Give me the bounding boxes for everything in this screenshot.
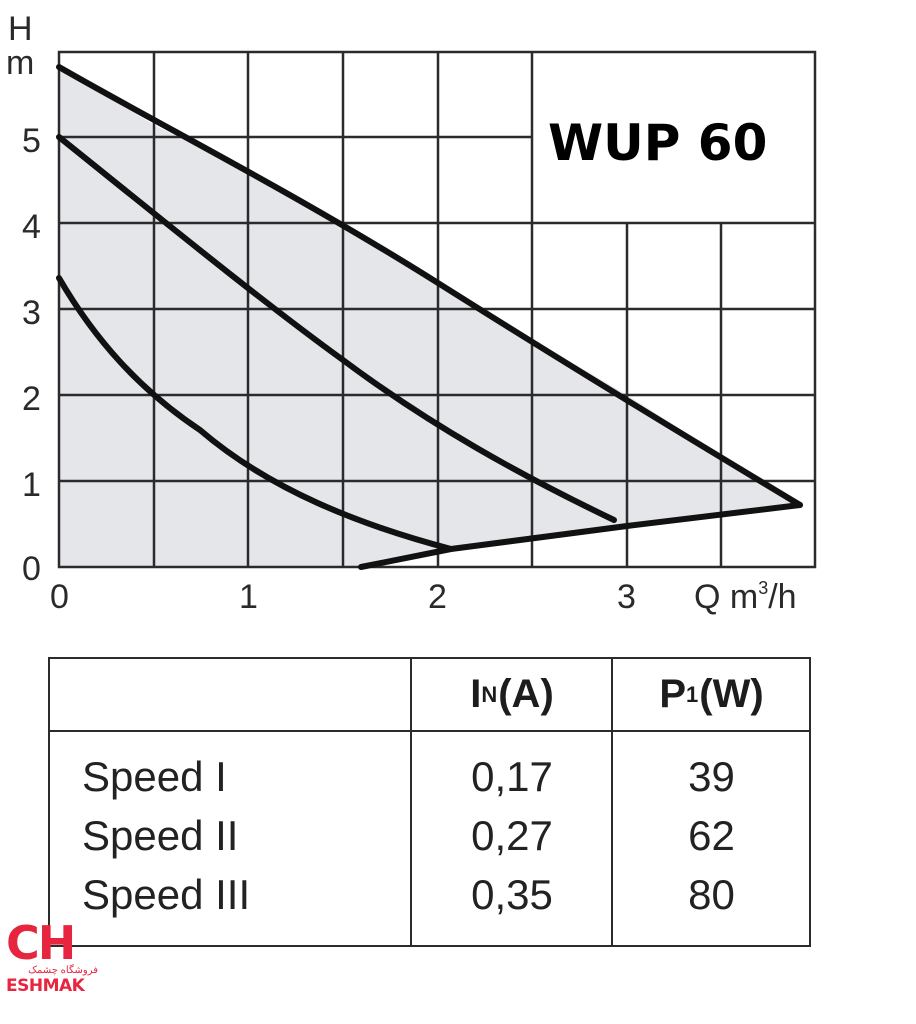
table-cell-power: 80 <box>688 871 735 918</box>
table-divider-2 <box>611 659 613 945</box>
y-axis-label: H <box>8 10 33 48</box>
chart-title: WUP 60 <box>548 114 767 172</box>
y-tick-2: 2 <box>22 380 41 418</box>
table-cell-current: 0,17 <box>471 753 553 800</box>
y-axis-unit: m <box>6 44 34 82</box>
x-tick-0: 0 <box>50 578 69 616</box>
y-tick-4: 4 <box>22 208 41 246</box>
header-power: P 1 (W) <box>659 672 764 716</box>
table-row-speed: Speed I <box>82 753 227 800</box>
table-cell-current: 0,27 <box>471 812 553 859</box>
power-column: 39 62 80 <box>612 747 811 924</box>
x-tick-2: 2 <box>428 578 447 616</box>
table-row-speed: Speed II <box>82 812 239 859</box>
x-tick-1: 1 <box>239 578 258 616</box>
table-cell-power: 62 <box>688 812 735 859</box>
y-tick-5: 5 <box>22 122 41 160</box>
curve-min-limit <box>358 502 803 570</box>
x-axis-label: Q m3/h <box>694 578 797 616</box>
logo-persian-text: فروشگاه چشمک <box>28 965 98 976</box>
table-cell-current: 0,35 <box>471 871 553 918</box>
y-tick-1: 1 <box>22 466 41 504</box>
table-divider-1 <box>410 659 412 945</box>
logo-mark: CH <box>6 916 76 970</box>
pump-performance-chart: WUP 60 H m 5 4 3 2 1 0 0 1 2 3 Q m3/h <box>6 10 817 616</box>
current-column: 0,17 0,27 0,35 <box>412 747 612 924</box>
table-row-speed: Speed III <box>82 871 251 918</box>
logo-latin-text: ESHMAK <box>6 976 85 996</box>
chart-grid <box>57 50 817 569</box>
pump-curves <box>56 64 803 570</box>
x-tick-3: 3 <box>617 578 636 616</box>
curve-speed-i <box>56 275 454 552</box>
y-tick-3: 3 <box>22 294 41 332</box>
brand-logo: CH فروشگاه چشمک ESHMAK <box>6 916 98 1003</box>
header-empty-cell <box>50 659 412 730</box>
table-header-row: I N (A) P 1 (W) <box>50 659 809 732</box>
table-cell-power: 39 <box>688 753 735 800</box>
operating-area-fill <box>59 67 800 567</box>
curve-speed-ii <box>56 134 617 523</box>
electrical-data-table: I N (A) P 1 (W) Speed I Speed II Speed III 0… <box>48 657 811 947</box>
speed-column: Speed I Speed II Speed III <box>82 747 250 924</box>
curve-speed-iii <box>56 64 803 508</box>
y-tick-0: 0 <box>22 550 41 588</box>
header-current: I N (A) <box>470 672 554 716</box>
